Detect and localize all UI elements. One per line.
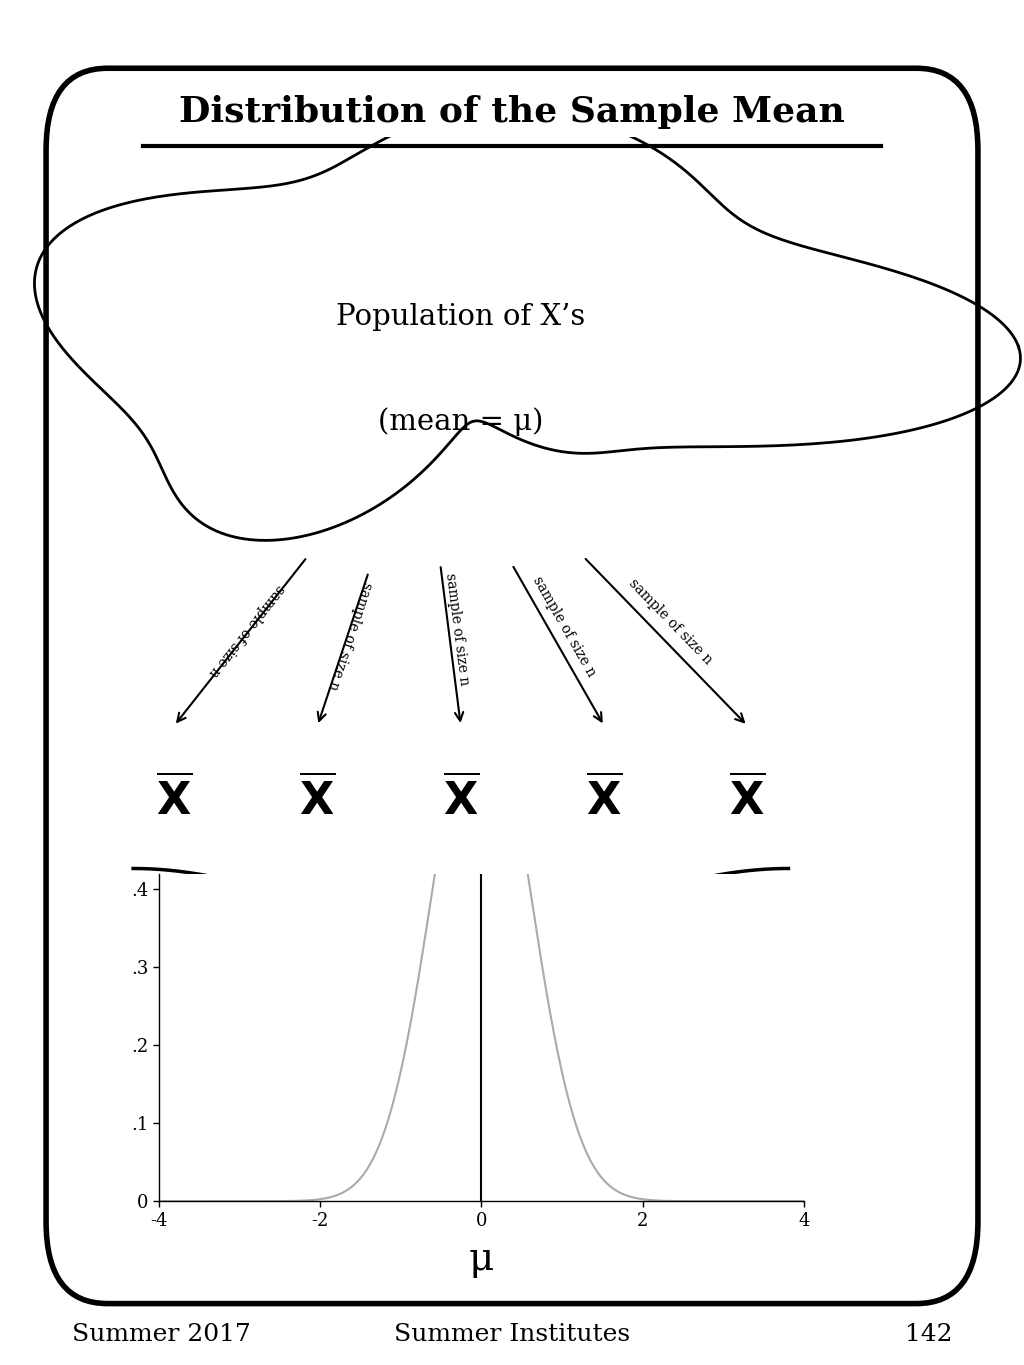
Text: 142: 142 xyxy=(905,1324,952,1346)
Text: sample of size n: sample of size n xyxy=(627,576,715,667)
X-axis label: μ: μ xyxy=(469,1241,494,1278)
Text: (mean = μ): (mean = μ) xyxy=(378,407,544,437)
Text: $\mathbf{\overline{X}}$: $\mathbf{\overline{X}}$ xyxy=(299,777,336,824)
Text: Distribution of the Sample Mean: Distribution of the Sample Mean xyxy=(179,96,845,128)
Text: sample of size n: sample of size n xyxy=(326,580,374,692)
Text: sample of size n: sample of size n xyxy=(443,572,472,687)
Text: sample of size n: sample of size n xyxy=(530,575,598,680)
Text: $\mathbf{\overline{X}}$: $\mathbf{\overline{X}}$ xyxy=(156,777,193,824)
Text: Summer 2017: Summer 2017 xyxy=(72,1324,251,1346)
Text: Population of X’s: Population of X’s xyxy=(336,303,586,330)
Text: sample of size n: sample of size n xyxy=(206,581,287,680)
Text: $\mathbf{\overline{X}}$: $\mathbf{\overline{X}}$ xyxy=(729,777,766,824)
Text: Summer Institutes: Summer Institutes xyxy=(394,1324,630,1346)
Text: $\mathbf{\overline{X}}$: $\mathbf{\overline{X}}$ xyxy=(442,777,479,824)
Text: $\mathbf{\overline{X}}$: $\mathbf{\overline{X}}$ xyxy=(586,777,623,824)
